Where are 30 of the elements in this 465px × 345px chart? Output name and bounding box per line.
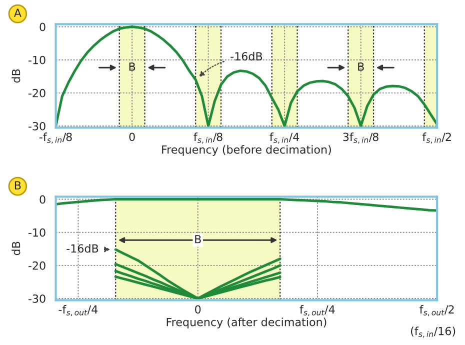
x-tick-label: 3f$_{s,in}$/8	[343, 132, 378, 144]
y-tick-label: -20	[28, 88, 46, 98]
y-tick-label: 0	[40, 195, 46, 204]
annotation: B	[195, 235, 201, 244]
x-tick-label: 0	[195, 305, 201, 314]
x-tick-label: f$_{s,in}$/4	[270, 132, 300, 144]
x-tick-label: -f$_{s,in}$/8	[39, 132, 72, 144]
text: B	[14, 181, 21, 190]
text: (f$_{s,in}$/16)	[411, 326, 456, 338]
y-tick-label: -30	[28, 294, 46, 303]
text: A	[14, 8, 22, 17]
y-axis-title: dB	[12, 242, 20, 256]
x-tick-label: 0	[129, 132, 135, 142]
x-tick-label: f$_{s,out}$/4	[300, 305, 335, 316]
annotation: -16dB	[66, 244, 98, 253]
y-tick-label: -10	[28, 228, 46, 237]
x-axis-title: Frequency (before decimation)	[162, 145, 331, 156]
y-tick-label: -10	[28, 56, 46, 64]
annotation: B	[358, 62, 364, 71]
x-tick-label: f$_{s,out}$/2	[420, 305, 454, 316]
y-tick-label: 0	[40, 22, 46, 32]
x-tick-label: -f$_{s,out}$/4	[58, 305, 98, 316]
y-axis-title: dB	[12, 69, 20, 83]
annotation: -16dB	[230, 52, 262, 60]
y-tick-label: -30	[28, 122, 46, 130]
x-axis-title: Frequency (after decimation)	[166, 318, 326, 328]
y-tick-label: -20	[28, 261, 46, 270]
annotation: B	[129, 62, 136, 71]
x-tick-label: f$_{s,in}$/2	[422, 132, 451, 144]
x-tick-label: f$_{s,in}$/8	[194, 132, 222, 144]
